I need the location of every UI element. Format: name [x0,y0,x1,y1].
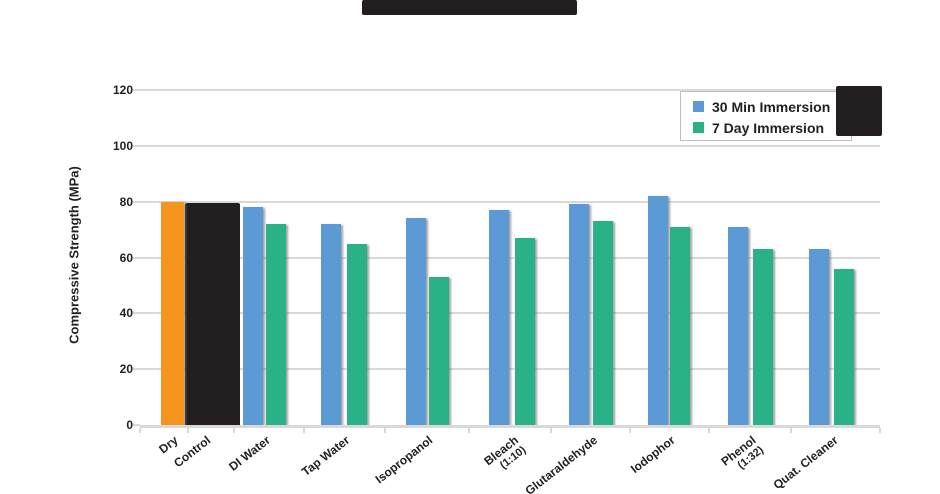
bar-7-day-immersion [347,243,367,425]
bar-7-day-immersion [429,277,449,425]
x-axis-tick [550,428,552,433]
green-square-icon [693,122,704,133]
x-tick-label: Dry [156,433,180,456]
x-axis-tick [139,428,141,433]
legend-item: 7 Day Immersion [693,117,851,138]
y-axis-tick [133,424,140,426]
x-tick-label: Control [171,433,213,470]
x-tick-label: Bleach (1:10) [481,433,528,478]
x-tick-label-text: Dry [156,433,181,457]
y-tick-label: 20 [119,362,133,377]
y-axis-tick [133,200,140,203]
y-tick-label: 40 [119,306,133,321]
legend-label: 30 Min Immersion [712,98,831,115]
x-tick-label-text: Quat. Cleaner [770,433,841,493]
bar-30-min-immersion [321,224,341,425]
x-tick-label: Tap Water [299,433,352,479]
y-axis-title: Compressive Strength (MPa) [66,166,82,344]
x-axis-tick [468,428,470,433]
y-tick-label: 80 [119,194,133,209]
x-tick-label-text: Isopropanol [372,433,436,487]
redaction-legend-tail [836,86,882,136]
bar-dry-control [161,201,184,425]
legend-item: 30 Min Immersion [693,96,851,117]
x-axis-tick [233,428,235,433]
x-tick-label-text: Iodophor [628,433,678,477]
redaction-bar-group-2 [185,203,240,427]
legend-label: 7 Day Immersion [712,119,825,136]
legend: 30 Min Immersion 7 Day Immersion [680,91,852,141]
y-tick-label: 120 [112,83,133,97]
bar-7-day-immersion [515,237,535,425]
gridline [140,256,880,259]
bar-30-min-immersion [809,249,829,425]
y-tick-label: 0 [126,418,133,432]
x-axis-tick [303,428,305,433]
y-axis-tick [133,368,140,371]
x-tick-label-text: DI Water [225,433,273,474]
bar-7-day-immersion [670,226,690,425]
x-axis-tick [879,428,881,433]
gridline [140,200,880,203]
x-tick-label-text: Control [171,433,214,471]
y-axis-tick [133,144,140,147]
y-tick-label: 60 [119,250,133,265]
x-tick-label: Quat. Cleaner [771,433,841,492]
x-tick-label: Iodophor [628,433,678,476]
y-axis-tick [133,89,140,91]
x-axis-line [140,425,880,428]
gridline [140,144,880,147]
bar-30-min-immersion [489,210,509,425]
bar-30-min-immersion [728,226,748,425]
x-tick-label-text: Glutaraldehyde [522,433,600,494]
gridline [140,89,880,91]
bar-30-min-immersion [406,218,426,425]
x-tick-label-text: Tap Water [299,433,353,479]
bar-7-day-immersion [834,268,854,425]
gridline [140,368,880,371]
gridline [140,312,880,315]
bar-7-day-immersion [266,224,286,425]
redaction-chart-title [362,0,577,15]
blue-square-icon [693,101,704,112]
x-axis-tick [708,428,710,433]
y-axis-tick [133,312,140,315]
x-axis-tick [790,428,792,433]
x-axis-tick [384,428,386,433]
y-axis-tick [133,256,140,259]
x-tick-label: Isopropanol [373,433,436,486]
bar-7-day-immersion [753,249,773,425]
x-axis-tick [187,428,189,433]
bar-30-min-immersion [648,196,668,425]
y-tick-label: 100 [112,138,133,153]
bar-30-min-immersion [243,207,263,425]
x-tick-label: Glutaraldehyde [522,433,599,494]
x-tick-label: Phenol (1:32) [718,433,766,478]
bar-7-day-immersion [593,221,613,425]
x-tick-label: DI Water [226,433,273,474]
bar-30-min-immersion [569,204,589,425]
x-axis-tick [629,428,631,433]
